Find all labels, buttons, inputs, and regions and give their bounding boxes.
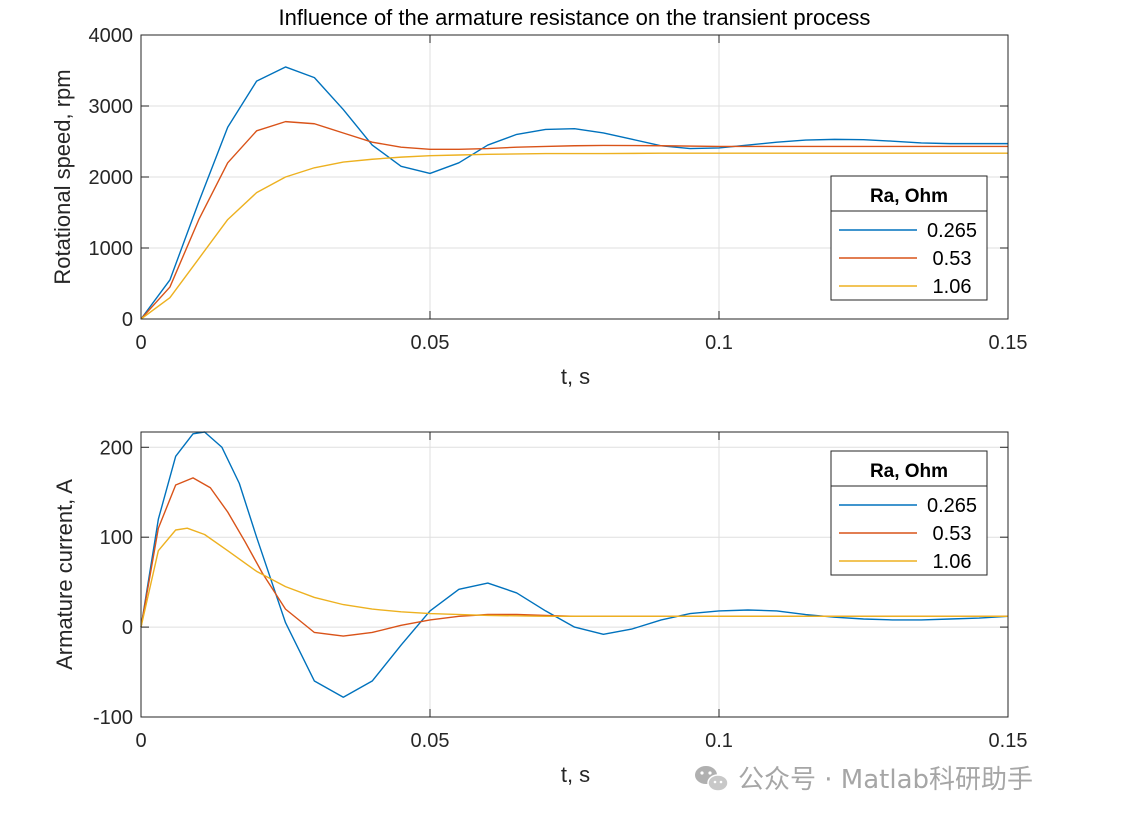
legend: Ra, Ohm 0.265 0.53 1.06 [830,450,988,576]
chart-title: Influence of the armature resistance on … [279,5,871,30]
legend-title: Ra, Ohm [870,461,948,482]
legend-entry-1.06: 1.06 [933,276,972,298]
legend-title: Ra, Ohm [870,186,948,207]
wechat-icon [695,766,729,792]
y-tick-label: 0 [122,617,133,639]
y-tick-label: 0 [122,309,133,331]
x-tick-label: 0.05 [411,730,450,752]
axes-box [140,431,1009,718]
x-axis-label: t, s [561,364,590,389]
y-tick-label: 4000 [89,25,134,47]
y-axis-label: Rotational speed, rpm [50,69,75,284]
legend-box [830,175,988,301]
series-line-0.53 [140,120,1008,320]
watermark: 公众号 · Matlab科研助手 [695,765,1033,795]
x-tick-label: 0.1 [705,332,733,354]
watermark-text: 公众号 · Matlab科研助手 [738,765,1033,795]
legend-entry-0.53: 0.53 [933,523,972,545]
y-tick-label: 200 [100,437,133,459]
speed-axes: 0 0.05 0.1 0.15 0 1000 2000 3000 4000 Influence o… [50,5,1027,389]
legend-entry-0.265: 0.265 [927,220,977,242]
y-axis-label: Armature current, A [52,479,77,670]
series-line-1.06 [140,152,1008,320]
series-line-0.265 [140,431,1009,698]
legend-entry-1.06: 1.06 [933,551,972,573]
y-tick-label: 100 [100,527,133,549]
y-tick-label: 2000 [89,167,134,189]
x-tick-label: 0 [135,730,146,752]
x-axis-label: t, s [561,762,590,787]
legend-entry-0.53: 0.53 [933,248,972,270]
legend-box [830,450,988,576]
legend-entry-0.265: 0.265 [927,495,977,517]
series-line-0.265 [140,66,1008,320]
x-tick-label: 0.15 [989,332,1028,354]
x-tick-label: 0 [135,332,146,354]
y-tick-label: 1000 [89,238,134,260]
x-tick-label: 0.15 [989,730,1028,752]
y-tick-label: 3000 [89,96,134,118]
y-tick-label: -100 [93,707,133,729]
x-tick-label: 0.1 [705,730,733,752]
x-tick-label: 0.05 [411,332,450,354]
series-line-1.06 [140,527,1008,628]
legend: Ra, Ohm 0.265 0.53 1.06 [830,175,988,301]
